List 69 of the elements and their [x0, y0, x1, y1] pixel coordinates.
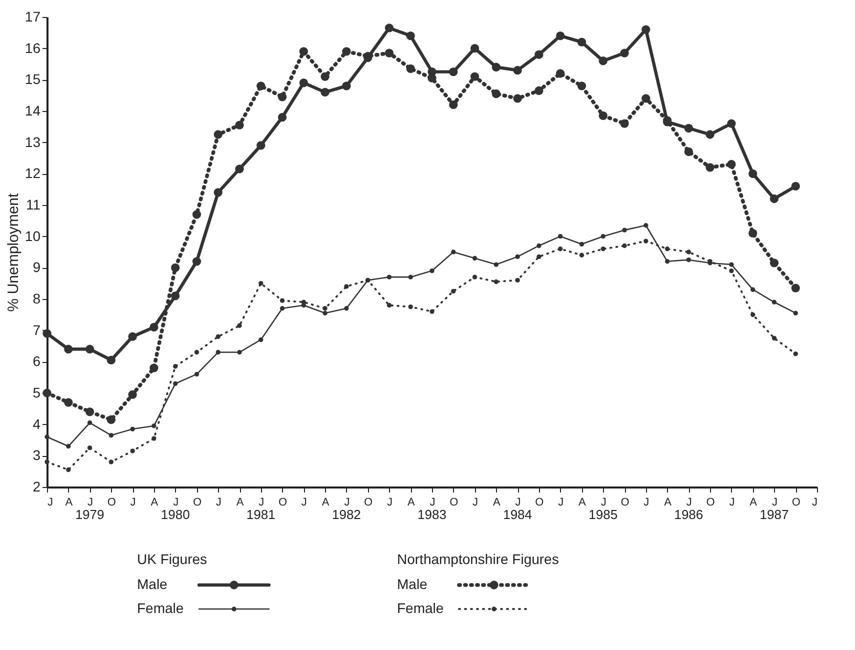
text: 1987: [760, 507, 789, 522]
x-tick-label: A: [664, 496, 672, 508]
x-tick-label: J: [344, 496, 350, 508]
x-tick-label: O: [450, 496, 459, 508]
x-tick-label: J: [430, 496, 436, 508]
y-tick-label: 5: [32, 384, 41, 400]
legend-label: Female: [397, 600, 444, 616]
text: Northamptonshire Figures: [397, 551, 559, 567]
y-tick-label: 10: [24, 228, 41, 244]
x-tick-label: J: [686, 496, 692, 508]
y-tick-label: 6: [32, 353, 41, 370]
x-tick-label: A: [750, 496, 758, 508]
x-tick-label: J: [48, 496, 53, 508]
x-tick-label: A: [492, 496, 501, 508]
y-tick-label: 12: [24, 165, 41, 182]
x-tick-label: J: [729, 496, 735, 508]
text: 1984: [503, 507, 532, 522]
y-tick-label: 2: [32, 478, 41, 494]
x-tick-label: J: [301, 496, 307, 508]
text: 1983: [418, 507, 446, 522]
x-tick-label: O: [706, 496, 716, 508]
text: UK Figures: [137, 551, 208, 567]
x-tick-label: A: [150, 496, 159, 508]
x-tick-label: J: [812, 496, 818, 508]
x-tick-label: J: [558, 496, 564, 508]
x-tick-label: J: [130, 496, 136, 508]
y-tick-label: 7: [32, 322, 41, 338]
x-tick-label: O: [535, 496, 544, 508]
x-tick-label: J: [216, 496, 222, 508]
text: 1982: [332, 507, 361, 522]
text: 1979: [75, 507, 104, 522]
legend-label: Female: [137, 600, 184, 616]
x-tick-label: O: [792, 496, 801, 508]
text: 1981: [246, 507, 276, 522]
y-axis-title: % Unemployment: [4, 192, 22, 312]
y-tick-label: 16: [24, 40, 41, 56]
legend-label: Male: [397, 576, 428, 592]
x-tick-label: J: [644, 496, 650, 508]
y-tick-label: 11: [26, 196, 41, 212]
x-tick-label: O: [364, 496, 374, 508]
x-tick-label: J: [472, 496, 478, 508]
y-tick-label: 15: [24, 71, 41, 88]
x-tick-label: J: [386, 496, 392, 508]
x-tick-label: A: [407, 496, 416, 508]
y-tick-label: 17: [24, 8, 41, 24]
x-tick-label: O: [192, 496, 202, 508]
x-tick-label: O: [620, 496, 630, 508]
x-tick-label: J: [600, 496, 606, 508]
x-tick-label: A: [578, 496, 587, 508]
x-tick-label: A: [236, 496, 244, 508]
y-tick-label: 13: [24, 134, 41, 150]
x-tick-label: J: [258, 496, 264, 508]
x-tick-label: J: [173, 496, 179, 508]
y-tick-label: 14: [24, 102, 41, 118]
x-tick-label: J: [772, 496, 778, 508]
x-tick-label: O: [107, 496, 116, 508]
text: 1980: [160, 507, 190, 522]
x-tick-label: A: [65, 496, 74, 508]
x-tick-label: J: [515, 496, 521, 508]
x-tick-label: O: [278, 496, 288, 508]
x-tick-label: J: [88, 496, 94, 508]
y-tick-label: 3: [32, 447, 41, 464]
y-tick-label: 4: [32, 416, 41, 432]
legend-label: Male: [137, 576, 168, 592]
y-tick-label: 9: [32, 259, 41, 276]
text: 1986: [674, 507, 704, 522]
text: 1985: [588, 507, 618, 522]
y-tick-label: 8: [32, 290, 41, 306]
x-tick-label: A: [322, 496, 330, 508]
